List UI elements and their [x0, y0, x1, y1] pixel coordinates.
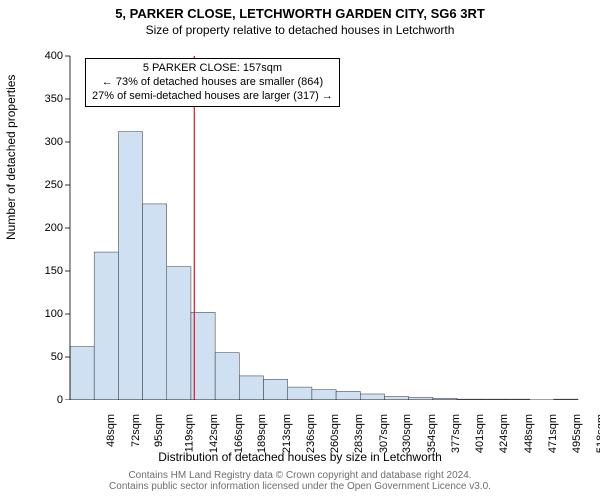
x-tick-label: 518sqm [595, 414, 600, 453]
chart-subtitle: Size of property relative to detached ho… [0, 21, 600, 37]
x-tick-label: 189sqm [256, 414, 268, 453]
x-axis-label: Distribution of detached houses by size … [0, 450, 600, 464]
x-tick-label: 307sqm [378, 414, 390, 453]
x-tick-label: 354sqm [426, 414, 438, 453]
x-tick-label: 471sqm [547, 414, 559, 453]
x-tick-label: 377sqm [450, 414, 462, 453]
y-tick-label: 100 [23, 308, 63, 320]
x-tick-label: 260sqm [329, 414, 341, 453]
x-tick-label: 95sqm [154, 414, 166, 447]
footnote-line-1: Contains HM Land Registry data © Crown c… [0, 470, 600, 481]
x-tick-label: 283sqm [353, 414, 365, 453]
x-tick-label: 142sqm [208, 414, 220, 453]
x-tick-label: 119sqm [184, 414, 196, 452]
x-tick-label: 448sqm [523, 414, 535, 453]
x-tick-label: 236sqm [305, 414, 317, 453]
y-axis-label: Number of detached properties [4, 75, 18, 240]
chart-title: 5, PARKER CLOSE, LETCHWORTH GARDEN CITY,… [0, 0, 600, 21]
annotation-line: ← 73% of detached houses are smaller (86… [92, 76, 333, 90]
annotation-line: 5 PARKER CLOSE: 157sqm [92, 62, 333, 76]
y-tick-label: 300 [23, 136, 63, 148]
footnote: Contains HM Land Registry data © Crown c… [0, 470, 600, 492]
x-tick-label: 48sqm [105, 414, 117, 447]
footnote-line-2: Contains public sector information licen… [0, 481, 600, 492]
x-tick-label: 330sqm [402, 414, 414, 453]
x-tick-label: 401sqm [475, 414, 487, 453]
y-tick-label: 50 [23, 351, 63, 363]
x-tick-label: 72sqm [130, 414, 142, 447]
y-tick-label: 400 [23, 50, 63, 62]
annotation-line: 27% of semi-detached houses are larger (… [92, 90, 333, 104]
y-tick-label: 200 [23, 222, 63, 234]
y-tick-label: 150 [23, 265, 63, 277]
x-tick-label: 166sqm [233, 414, 245, 453]
x-tick-label: 495sqm [571, 414, 583, 453]
y-tick-label: 0 [23, 394, 63, 406]
x-tick-label: 213sqm [281, 414, 293, 453]
x-tick-label: 424sqm [498, 414, 510, 453]
y-tick-label: 250 [23, 179, 63, 191]
annotation-box: 5 PARKER CLOSE: 157sqm← 73% of detached … [85, 58, 340, 107]
y-tick-label: 350 [23, 93, 63, 105]
